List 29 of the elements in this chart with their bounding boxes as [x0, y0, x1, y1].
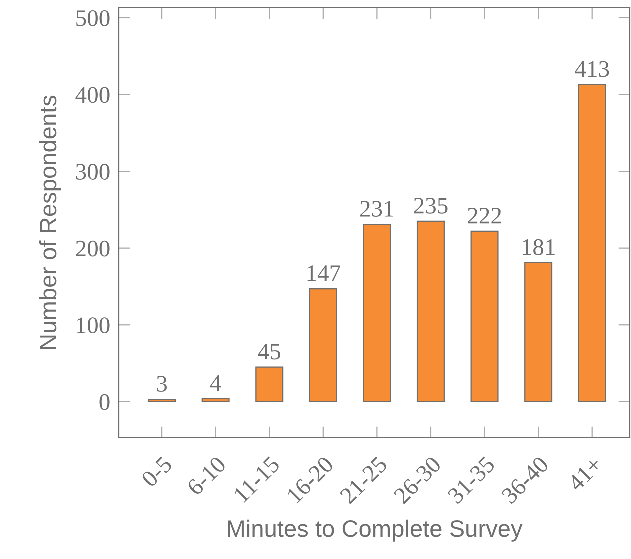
- bar: [416, 220, 445, 402]
- data-label: 235: [414, 198, 448, 214]
- data-label: 231: [360, 201, 394, 217]
- data-label: 3: [157, 376, 168, 392]
- data-label: 45: [258, 344, 280, 360]
- bar: [309, 288, 338, 402]
- x-tick-label: 0-5: [140, 456, 174, 488]
- y-tick-label: 300: [76, 164, 110, 180]
- bar: [256, 366, 284, 402]
- data-label: 413: [575, 61, 610, 78]
- y-tick-label: 100: [77, 318, 110, 334]
- bar: [470, 230, 499, 402]
- data-label: 181: [522, 239, 555, 256]
- bar: [578, 84, 606, 402]
- x-axis-title: Minutes to Complete Survey: [228, 520, 523, 542]
- y-tick-label: 0: [100, 394, 110, 410]
- data-label: 147: [308, 266, 340, 282]
- bar: [148, 399, 176, 402]
- x-tick-label: 6-10: [186, 456, 227, 496]
- y-tick-label: 500: [76, 10, 110, 26]
- x-tick-label: 41+: [567, 456, 604, 492]
- data-label: 4: [210, 375, 222, 392]
- data-label: 222: [468, 208, 502, 224]
- y-tick-label: 200: [76, 240, 110, 257]
- y-tick-label: 400: [76, 87, 110, 104]
- y-axis-title: Number of Respondents: [39, 96, 62, 350]
- bar: [363, 224, 392, 402]
- bar: [202, 398, 230, 402]
- bar: [524, 262, 553, 402]
